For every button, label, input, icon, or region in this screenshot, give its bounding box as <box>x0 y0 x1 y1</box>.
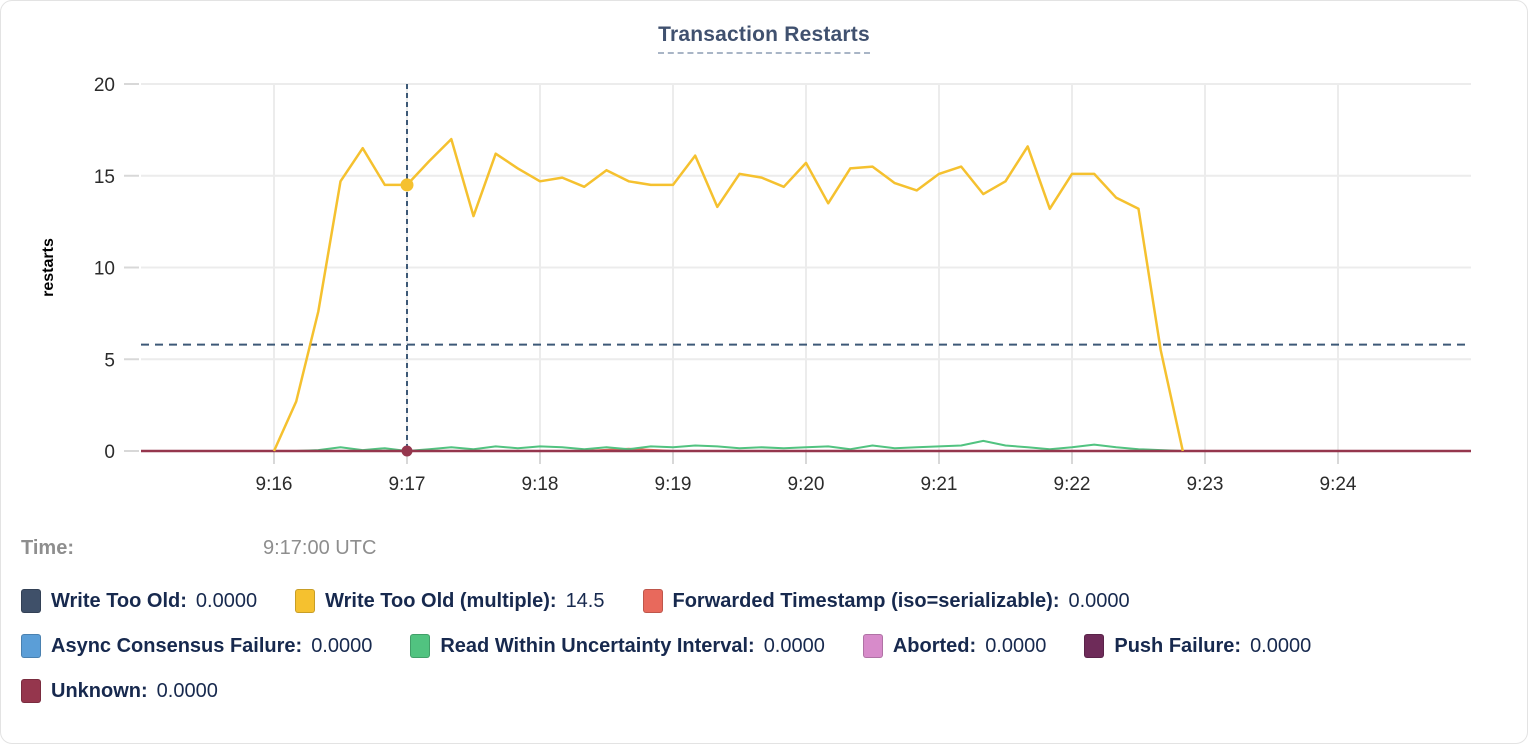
legend-series-name: Read Within Uncertainty Interval: <box>440 634 755 657</box>
legend-series-value: 14.5 <box>565 589 605 612</box>
legend-row: Unknown: 0.0000 <box>21 679 1511 703</box>
legend-series-name: Unknown: <box>51 679 148 702</box>
chart-title[interactable]: Transaction Restarts <box>658 23 870 54</box>
x-tick-label: 9:24 <box>1320 474 1357 495</box>
time-label: Time: <box>21 537 74 559</box>
x-tick-label: 9:17 <box>389 474 426 495</box>
hover-time-row: Time: 9:17:00 UTC <box>21 537 721 561</box>
series-line-1 <box>272 137 1185 452</box>
legend-swatch <box>1084 634 1105 658</box>
legend-swatch <box>21 589 41 613</box>
legend-item-6: Push Failure: 0.0000 <box>1084 634 1311 658</box>
y-tick-label: 15 <box>94 167 115 188</box>
legend-series-name: Push Failure: <box>1114 634 1242 657</box>
time-value: 9:17:00 UTC <box>263 537 377 559</box>
hover-dot-series-7 <box>401 445 413 457</box>
hover-dot-series-1 <box>400 178 414 192</box>
x-tick-label: 9:20 <box>788 474 825 495</box>
legend-row: Write Too Old: 0.0000 Write Too Old (multi… <box>21 589 1511 613</box>
legend-series-name: Async Consensus Failure: <box>51 634 303 657</box>
legend-item-2: Forwarded Timestamp (iso=serializable): 0… <box>642 589 1130 613</box>
legend-series-name: Write Too Old (multiple): <box>325 589 557 612</box>
legend-series-value: 0.0000 <box>1250 634 1312 657</box>
y-tick-label: 5 <box>104 350 115 371</box>
chart-title-wrap: Transaction Restarts <box>1 23 1527 54</box>
legend-swatch <box>642 589 663 613</box>
x-tick-label: 9:21 <box>921 474 958 495</box>
series-line-4 <box>274 439 1205 452</box>
legend-row: Async Consensus Failure: 0.0000 Read Withi… <box>21 634 1511 658</box>
legend-series-name: Aborted: <box>892 634 977 657</box>
y-tick-label: 20 <box>94 75 115 96</box>
x-tick-label: 9:16 <box>256 474 293 495</box>
y-axis-title: restarts <box>40 238 57 297</box>
legend-series-value: 0.0000 <box>985 634 1047 657</box>
legend-series-name: Forwarded Timestamp (iso=serializable): <box>672 589 1060 612</box>
legend-item-0: Write Too Old: 0.0000 <box>21 589 257 613</box>
transaction-restarts-chart[interactable]: 0 5 10 15 20 9:16 9:17 9:18 9:19 9:20 9:21 9:22 9:23… <box>1 1 1528 521</box>
legend-item-1: Write Too Old (multiple): 14.5 <box>295 589 605 613</box>
legend-series-value: 0.0000 <box>1068 589 1130 612</box>
legend-item-7: Unknown: 0.0000 <box>21 679 218 703</box>
x-tick-label: 9:23 <box>1187 474 1224 495</box>
legend: Write Too Old: 0.0000 Write Too Old (multi… <box>21 589 1511 724</box>
legend-swatch <box>21 634 41 658</box>
legend-series-value: 0.0000 <box>195 589 258 612</box>
legend-swatch <box>410 634 431 658</box>
legend-item-3: Async Consensus Failure: 0.0000 <box>21 634 372 658</box>
y-tick-label: 10 <box>94 259 115 280</box>
legend-series-value: 0.0000 <box>763 634 825 657</box>
legend-series-value: 0.0000 <box>156 679 218 702</box>
x-tick-label: 9:18 <box>522 474 559 495</box>
legend-swatch <box>295 589 316 613</box>
legend-item-4: Read Within Uncertainty Interval: 0.0000 <box>410 634 825 658</box>
legend-series-name: Write Too Old: <box>51 589 187 612</box>
legend-item-5: Aborted: 0.0000 <box>862 634 1047 658</box>
x-tick-label: 9:19 <box>655 474 692 495</box>
legend-swatch <box>862 634 883 658</box>
y-tick-label: 0 <box>104 442 115 463</box>
x-tick-label: 9:22 <box>1054 474 1091 495</box>
legend-swatch <box>21 679 41 703</box>
legend-series-value: 0.0000 <box>311 634 373 657</box>
